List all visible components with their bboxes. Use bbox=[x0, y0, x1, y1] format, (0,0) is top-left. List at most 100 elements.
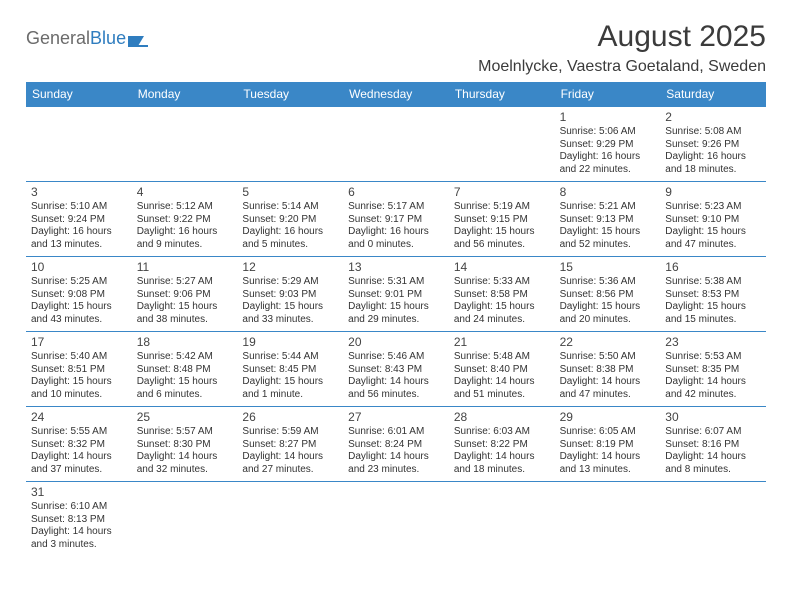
empty-cell bbox=[26, 107, 132, 181]
day-number: 19 bbox=[242, 335, 338, 350]
day-cell: 1Sunrise: 5:06 AMSunset: 9:29 PMDaylight… bbox=[555, 107, 661, 181]
weekday-label: Tuesday bbox=[237, 82, 343, 107]
week-row: 10Sunrise: 5:25 AMSunset: 9:08 PMDayligh… bbox=[26, 257, 766, 332]
calendar: Sunday Monday Tuesday Wednesday Thursday… bbox=[26, 82, 766, 556]
day-number: 25 bbox=[137, 410, 233, 425]
sunset-text: Sunset: 8:53 PM bbox=[665, 289, 761, 302]
day-number: 31 bbox=[31, 485, 127, 500]
empty-cell bbox=[660, 482, 766, 556]
sunset-text: Sunset: 9:20 PM bbox=[242, 214, 338, 227]
day-cell: 20Sunrise: 5:46 AMSunset: 8:43 PMDayligh… bbox=[343, 332, 449, 406]
sunrise-text: Sunrise: 5:14 AM bbox=[242, 201, 338, 214]
day-cell: 7Sunrise: 5:19 AMSunset: 9:15 PMDaylight… bbox=[449, 182, 555, 256]
day-cell: 5Sunrise: 5:14 AMSunset: 9:20 PMDaylight… bbox=[237, 182, 343, 256]
sunset-text: Sunset: 9:26 PM bbox=[665, 139, 761, 152]
daylight-text: Daylight: 15 hours and 20 minutes. bbox=[560, 301, 656, 326]
daylight-text: Daylight: 15 hours and 33 minutes. bbox=[242, 301, 338, 326]
sunset-text: Sunset: 9:06 PM bbox=[137, 289, 233, 302]
weekday-label: Monday bbox=[132, 82, 238, 107]
sunrise-text: Sunrise: 5:17 AM bbox=[348, 201, 444, 214]
sunrise-text: Sunrise: 6:10 AM bbox=[31, 501, 127, 514]
sunset-text: Sunset: 8:22 PM bbox=[454, 439, 550, 452]
sunrise-text: Sunrise: 5:29 AM bbox=[242, 276, 338, 289]
sunrise-text: Sunrise: 5:08 AM bbox=[665, 126, 761, 139]
daylight-text: Daylight: 15 hours and 6 minutes. bbox=[137, 376, 233, 401]
sunset-text: Sunset: 8:58 PM bbox=[454, 289, 550, 302]
day-number: 23 bbox=[665, 335, 761, 350]
day-cell: 16Sunrise: 5:38 AMSunset: 8:53 PMDayligh… bbox=[660, 257, 766, 331]
week-row: 1Sunrise: 5:06 AMSunset: 9:29 PMDaylight… bbox=[26, 107, 766, 182]
daylight-text: Daylight: 16 hours and 22 minutes. bbox=[560, 151, 656, 176]
sunset-text: Sunset: 8:56 PM bbox=[560, 289, 656, 302]
day-number: 26 bbox=[242, 410, 338, 425]
sunset-text: Sunset: 9:01 PM bbox=[348, 289, 444, 302]
empty-cell bbox=[132, 482, 238, 556]
sunrise-text: Sunrise: 5:44 AM bbox=[242, 351, 338, 364]
sunrise-text: Sunrise: 5:06 AM bbox=[560, 126, 656, 139]
sunset-text: Sunset: 8:30 PM bbox=[137, 439, 233, 452]
day-number: 24 bbox=[31, 410, 127, 425]
sunset-text: Sunset: 8:51 PM bbox=[31, 364, 127, 377]
weekday-label: Sunday bbox=[26, 82, 132, 107]
week-row: 31Sunrise: 6:10 AMSunset: 8:13 PMDayligh… bbox=[26, 482, 766, 556]
day-cell: 28Sunrise: 6:03 AMSunset: 8:22 PMDayligh… bbox=[449, 407, 555, 481]
day-number: 30 bbox=[665, 410, 761, 425]
day-number: 15 bbox=[560, 260, 656, 275]
day-cell: 8Sunrise: 5:21 AMSunset: 9:13 PMDaylight… bbox=[555, 182, 661, 256]
sunrise-text: Sunrise: 5:33 AM bbox=[454, 276, 550, 289]
weekday-label: Thursday bbox=[449, 82, 555, 107]
day-number: 9 bbox=[665, 185, 761, 200]
logo-text-blue: Blue bbox=[90, 28, 126, 49]
daylight-text: Daylight: 14 hours and 51 minutes. bbox=[454, 376, 550, 401]
day-cell: 15Sunrise: 5:36 AMSunset: 8:56 PMDayligh… bbox=[555, 257, 661, 331]
day-number: 28 bbox=[454, 410, 550, 425]
daylight-text: Daylight: 15 hours and 43 minutes. bbox=[31, 301, 127, 326]
day-cell: 21Sunrise: 5:48 AMSunset: 8:40 PMDayligh… bbox=[449, 332, 555, 406]
week-row: 3Sunrise: 5:10 AMSunset: 9:24 PMDaylight… bbox=[26, 182, 766, 257]
sunset-text: Sunset: 9:29 PM bbox=[560, 139, 656, 152]
day-number: 2 bbox=[665, 110, 761, 125]
sunrise-text: Sunrise: 5:21 AM bbox=[560, 201, 656, 214]
day-number: 14 bbox=[454, 260, 550, 275]
sunset-text: Sunset: 8:35 PM bbox=[665, 364, 761, 377]
sunrise-text: Sunrise: 5:12 AM bbox=[137, 201, 233, 214]
daylight-text: Daylight: 14 hours and 18 minutes. bbox=[454, 451, 550, 476]
daylight-text: Daylight: 15 hours and 15 minutes. bbox=[665, 301, 761, 326]
day-number: 7 bbox=[454, 185, 550, 200]
sunset-text: Sunset: 9:15 PM bbox=[454, 214, 550, 227]
sunrise-text: Sunrise: 5:19 AM bbox=[454, 201, 550, 214]
sunrise-text: Sunrise: 5:48 AM bbox=[454, 351, 550, 364]
day-cell: 12Sunrise: 5:29 AMSunset: 9:03 PMDayligh… bbox=[237, 257, 343, 331]
sunrise-text: Sunrise: 5:42 AM bbox=[137, 351, 233, 364]
month-title: August 2025 bbox=[478, 20, 766, 54]
sunrise-text: Sunrise: 6:01 AM bbox=[348, 426, 444, 439]
weekday-label: Friday bbox=[555, 82, 661, 107]
day-number: 16 bbox=[665, 260, 761, 275]
day-number: 29 bbox=[560, 410, 656, 425]
day-cell: 13Sunrise: 5:31 AMSunset: 9:01 PMDayligh… bbox=[343, 257, 449, 331]
location-label: Moelnlycke, Vaestra Goetaland, Sweden bbox=[478, 58, 766, 76]
weekday-label: Wednesday bbox=[343, 82, 449, 107]
sunrise-text: Sunrise: 5:38 AM bbox=[665, 276, 761, 289]
day-number: 6 bbox=[348, 185, 444, 200]
daylight-text: Daylight: 15 hours and 38 minutes. bbox=[137, 301, 233, 326]
daylight-text: Daylight: 14 hours and 3 minutes. bbox=[31, 526, 127, 551]
sunrise-text: Sunrise: 5:40 AM bbox=[31, 351, 127, 364]
empty-cell bbox=[237, 107, 343, 181]
day-cell: 11Sunrise: 5:27 AMSunset: 9:06 PMDayligh… bbox=[132, 257, 238, 331]
logo: GeneralBlue bbox=[26, 28, 148, 49]
daylight-text: Daylight: 15 hours and 29 minutes. bbox=[348, 301, 444, 326]
sunrise-text: Sunrise: 5:10 AM bbox=[31, 201, 127, 214]
day-number: 20 bbox=[348, 335, 444, 350]
day-cell: 23Sunrise: 5:53 AMSunset: 8:35 PMDayligh… bbox=[660, 332, 766, 406]
daylight-text: Daylight: 14 hours and 42 minutes. bbox=[665, 376, 761, 401]
daylight-text: Daylight: 14 hours and 37 minutes. bbox=[31, 451, 127, 476]
day-cell: 27Sunrise: 6:01 AMSunset: 8:24 PMDayligh… bbox=[343, 407, 449, 481]
day-number: 10 bbox=[31, 260, 127, 275]
sunset-text: Sunset: 8:13 PM bbox=[31, 514, 127, 527]
daylight-text: Daylight: 15 hours and 24 minutes. bbox=[454, 301, 550, 326]
sunset-text: Sunset: 9:08 PM bbox=[31, 289, 127, 302]
day-cell: 18Sunrise: 5:42 AMSunset: 8:48 PMDayligh… bbox=[132, 332, 238, 406]
day-number: 5 bbox=[242, 185, 338, 200]
title-block: August 2025 Moelnlycke, Vaestra Goetalan… bbox=[478, 20, 766, 76]
